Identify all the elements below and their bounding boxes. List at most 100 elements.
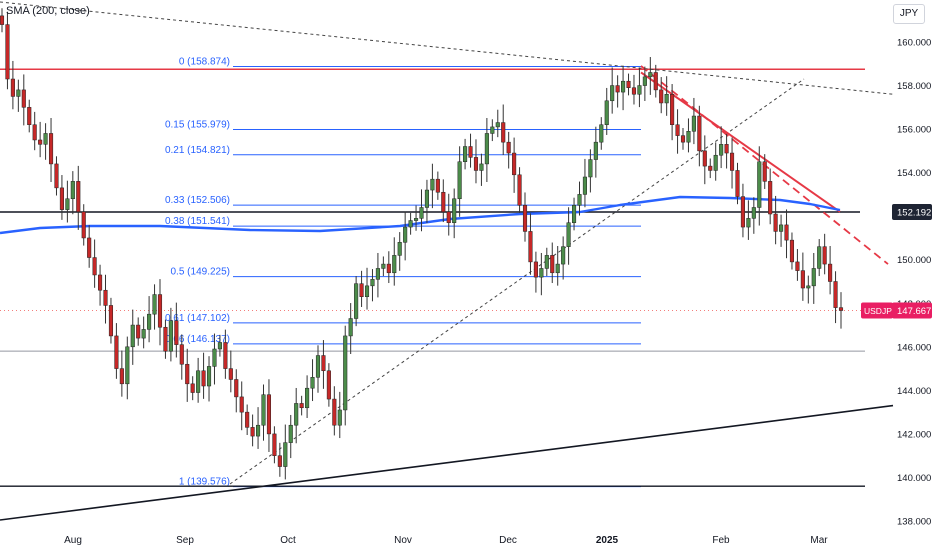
candle-down-body: [833, 281, 838, 308]
price-axis[interactable]: 138.000140.000142.000144.000146.000148.0…: [897, 38, 931, 528]
candle-down-body: [735, 170, 740, 197]
candle: [697, 105, 702, 167]
candle-up-body: [364, 285, 370, 297]
candle-up-body: [811, 268, 816, 287]
candle-up-body: [571, 205, 577, 223]
candle-up-body: [397, 242, 402, 256]
candle: [702, 135, 707, 185]
candle-down-body: [506, 141, 511, 154]
candle: [141, 316, 146, 349]
candle: [119, 350, 124, 397]
candle-up-body: [621, 80, 626, 93]
candle-down-body: [822, 246, 827, 265]
candle-down-body: [631, 87, 637, 95]
candle-up-body: [403, 226, 408, 243]
candle-down-body: [784, 224, 789, 241]
candle-up-body: [283, 442, 288, 467]
candle: [386, 251, 391, 284]
candle: [735, 162, 740, 205]
candle: [201, 352, 206, 399]
candle-down-body: [615, 85, 620, 93]
candle: [544, 247, 549, 277]
candle: [806, 275, 811, 304]
candle-down-body: [332, 398, 337, 426]
candle: [190, 376, 195, 401]
y-tick-label: 150.000: [897, 255, 931, 266]
candle: [168, 307, 173, 362]
candle: [533, 251, 538, 293]
currency-button[interactable]: JPY: [893, 4, 925, 24]
x-tick-label: Aug: [64, 535, 82, 546]
candle: [582, 158, 587, 208]
candle-up-body: [305, 387, 310, 409]
candle: [16, 79, 21, 112]
candle-up-body: [315, 355, 321, 378]
candle-up-body: [16, 89, 21, 97]
candle: [631, 74, 637, 105]
candle-up-body: [691, 115, 696, 132]
candle-up-body: [713, 154, 718, 171]
candle-up-body: [599, 124, 604, 143]
candle-up-body: [354, 283, 359, 319]
x-tick-label: Nov: [394, 535, 412, 546]
candle-up-body: [196, 370, 201, 393]
candle: [392, 237, 397, 286]
candle: [746, 200, 751, 240]
candle: [430, 163, 435, 209]
candle: [92, 239, 97, 288]
candle-down-body: [768, 181, 773, 215]
candle: [621, 65, 626, 111]
support-trendline: [0, 404, 894, 521]
candle: [250, 414, 255, 447]
candle-up-body: [212, 348, 217, 367]
candle-down-body: [245, 411, 250, 428]
candle-up-body: [539, 268, 544, 278]
candle-up-body: [381, 263, 386, 269]
y-tick-label: 142.000: [897, 429, 931, 440]
candle: [833, 271, 838, 324]
candle-down-body: [321, 355, 326, 372]
candle: [315, 345, 321, 393]
candle: [0, 8, 5, 33]
candle-up-body: [566, 222, 571, 247]
candle-down-body: [277, 455, 282, 467]
candle-down-body: [5, 24, 10, 80]
candle: [272, 426, 277, 464]
candle-down-body: [441, 191, 446, 213]
candle-down-body: [359, 283, 364, 297]
candle: [245, 404, 250, 435]
candle: [59, 175, 64, 220]
candle: [822, 233, 827, 275]
candle-up-body: [544, 255, 549, 269]
candle: [152, 284, 157, 330]
candle-down-body: [157, 294, 163, 328]
candle-up-body: [637, 85, 642, 95]
candle-up-body: [484, 133, 489, 165]
candle-down-body: [773, 213, 778, 232]
candle: [659, 77, 664, 114]
candle: [21, 74, 26, 126]
fib-label: 0.61 (147.102): [165, 313, 230, 324]
candle: [610, 67, 615, 114]
candle: [397, 232, 402, 271]
candle-down-body: [239, 396, 244, 413]
candle-up-body: [463, 146, 468, 163]
candle: [239, 381, 244, 431]
candle-down-body: [179, 344, 184, 365]
candle-down-body: [724, 144, 729, 154]
candlesticks: [0, 8, 844, 480]
candle-down-body: [59, 187, 64, 210]
candle: [76, 165, 81, 230]
candle: [299, 395, 304, 416]
candle-down-body: [680, 135, 686, 143]
time-axis[interactable]: Aug Sep Oct Nov Dec 2025 Feb Mar: [64, 535, 828, 546]
candle-up-body: [555, 263, 560, 274]
candle-down-body: [697, 115, 702, 152]
x-tick-label: Sep: [176, 535, 194, 546]
candle-down-body: [446, 211, 451, 223]
candle: [637, 67, 642, 108]
sma-indicator-label[interactable]: SMA (200, close): [6, 5, 90, 17]
candle: [403, 211, 408, 261]
candle: [675, 109, 680, 154]
